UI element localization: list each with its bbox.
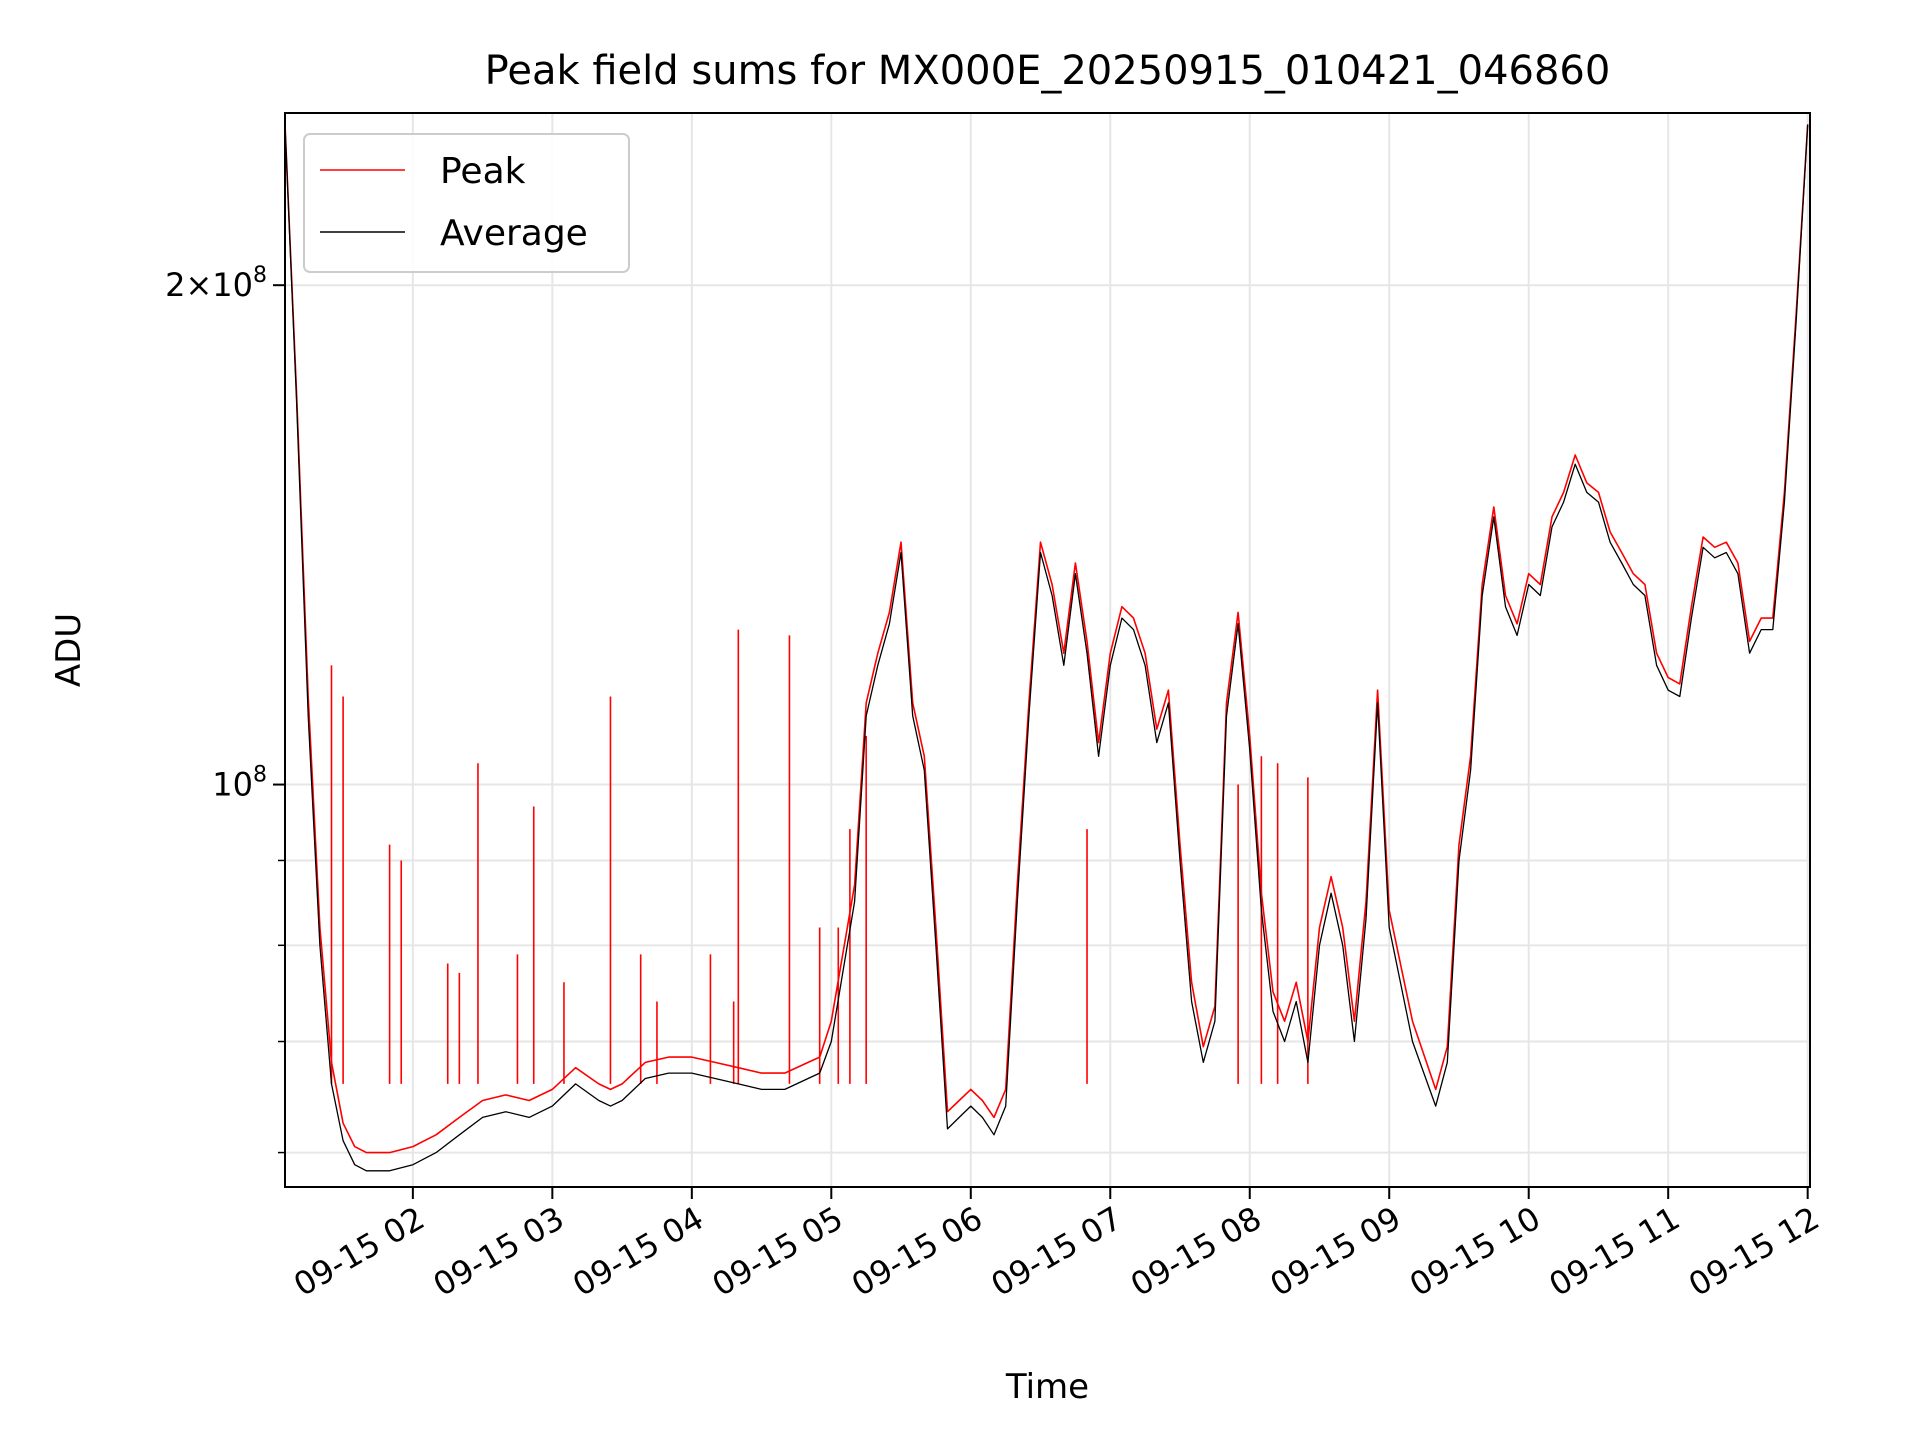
x-axis-label: Time: [1005, 1367, 1089, 1407]
legend-label-peak: Peak: [440, 151, 526, 192]
y-tick-label: 2×108: [165, 263, 267, 304]
y-axis-label: ADU: [49, 613, 89, 687]
y-tick-label: 108: [212, 763, 267, 804]
legend-label-average: Average: [440, 213, 588, 254]
y-axis-ticks: 108 2×108: [165, 263, 285, 1154]
series-group: [285, 124, 1809, 1172]
series-line-average: [285, 124, 1809, 1172]
series-line-peak: [285, 124, 1809, 1154]
legend: Peak Average: [303, 133, 630, 273]
legend-box: [303, 133, 630, 273]
grid-lines: [285, 113, 1810, 1187]
plot-frame: [284, 112, 1811, 1188]
series-layer: [285, 124, 1809, 1172]
chart-title: Peak field sums for MX000E_20250915_0104…: [485, 48, 1611, 94]
